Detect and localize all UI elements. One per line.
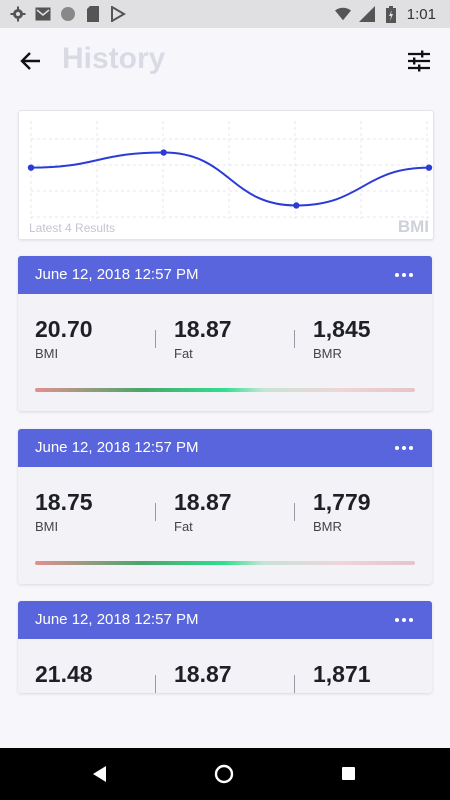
more-horizontal-icon[interactable] [394,267,414,283]
metric-label: BMI [35,346,59,361]
metric-value: 1,845 [313,316,371,342]
system-nav-bar [0,748,450,800]
metric-fat: 18.87 Fat [174,489,294,534]
metric-label: BMR [313,519,342,534]
metric-value: 18.87 [174,489,232,515]
circle-icon [60,6,76,22]
more-horizontal-icon[interactable] [394,440,414,456]
metric-bmr: 1,845 BMR [313,316,432,361]
bmi-line-chart [27,121,433,219]
result-date: June 12, 2018 12:57 PM [35,611,199,628]
divider [294,675,295,693]
divider [155,675,156,693]
divider [155,503,156,521]
chart-axis-label: BMI [397,217,429,236]
nav-back-icon[interactable] [92,765,108,788]
metric-value: 1,871 [313,661,371,687]
arrow-left-icon[interactable] [18,48,44,74]
app-bar: History [0,28,450,92]
nav-home-icon[interactable] [214,764,234,784]
metric-label: BMI [35,519,59,534]
series-line [30,151,430,207]
metric-label: BMR [313,346,342,361]
metric-value: 1,779 [313,489,371,515]
chart-caption: Latest 4 Results [29,221,116,235]
metric-bmr: 1,779 BMR [313,489,432,534]
metric-value: 20.70 [35,316,93,342]
divider [155,330,156,348]
tune-icon[interactable] [406,48,432,74]
play-store-icon [110,6,126,22]
wifi-icon [334,6,351,22]
mail-icon [35,6,51,22]
data-point [293,202,300,209]
metric-label: Fat [174,519,193,534]
battery-icon [383,5,399,23]
sd-card-icon [85,6,101,22]
data-point [160,149,167,156]
card-body: 18.75 BMI 18.87 Fat 1,779 BMR [18,467,432,584]
metric-bmr: 1,871 [313,661,432,688]
card-body: 21.48 18.87 1,871 [18,639,432,693]
metric-value: 18.75 [35,489,93,515]
result-card[interactable]: June 12, 2018 12:57 PM 21.48 18.87 1,871 [18,601,432,693]
card-header: June 12, 2018 12:57 PM [18,256,432,294]
metric-label: Fat [174,346,193,361]
gear-icon [10,6,26,22]
metric-bmi: 18.75 BMI [35,489,155,534]
nav-recents-icon[interactable] [342,767,355,780]
result-card[interactable]: June 12, 2018 12:57 PM 20.70 BMI 18.87 F… [18,256,432,411]
status-time: 1:01 [406,5,436,23]
result-date: June 12, 2018 12:57 PM [35,266,199,283]
data-point [27,164,35,171]
history-chart: Latest 4 Results BMI [18,110,434,240]
score-gradient-bar [35,561,415,565]
metric-fat: 18.87 Fat [174,316,294,361]
result-card[interactable]: June 12, 2018 12:57 PM 18.75 BMI 18.87 F… [18,429,432,584]
score-gradient-bar [35,388,415,392]
divider [294,330,295,348]
card-header: June 12, 2018 12:57 PM [18,429,432,467]
divider [294,503,295,521]
signal-icon [358,6,375,22]
more-horizontal-icon[interactable] [394,612,414,628]
status-bar: 1:01 [0,0,450,28]
metric-value: 18.87 [174,661,232,687]
card-body: 20.70 BMI 18.87 Fat 1,845 BMR [18,294,432,411]
metric-value: 21.48 [35,661,93,687]
metric-fat: 18.87 [174,661,294,688]
page-title: History [62,42,166,75]
metric-bmi: 20.70 BMI [35,316,155,361]
data-point [425,164,433,171]
result-date: June 12, 2018 12:57 PM [35,439,199,456]
metric-bmi: 21.48 [35,661,155,688]
card-header: June 12, 2018 12:57 PM [18,601,432,639]
metric-value: 18.87 [174,316,232,342]
